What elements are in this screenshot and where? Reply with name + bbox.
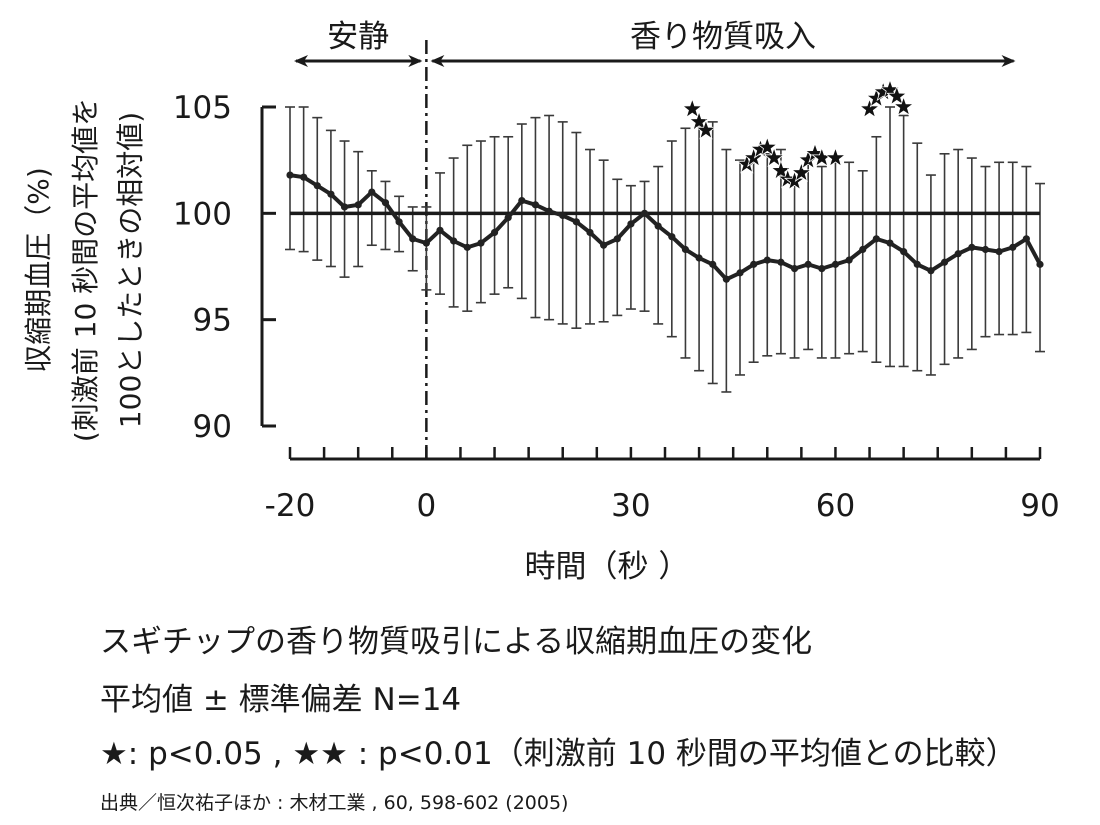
series-point	[354, 201, 362, 209]
x-tick-label: 0	[416, 488, 436, 524]
series-point	[940, 258, 949, 266]
series-point	[681, 245, 690, 254]
systolic-bp-chart: 収縮期血圧（%) (刺激前 10 秒間の平均値を 100としたときの相対値) 安静 香…	[22, 19, 1060, 585]
series-point	[981, 245, 990, 254]
series-point	[450, 237, 458, 245]
series-point	[313, 182, 321, 190]
significance-star	[688, 110, 710, 131]
series-point	[872, 235, 880, 243]
series-point	[436, 226, 444, 234]
series-point	[886, 239, 894, 247]
series-point	[831, 260, 840, 268]
series-point	[900, 248, 908, 256]
series-point	[954, 250, 962, 258]
x-tick-label: -20	[265, 488, 316, 524]
series-point	[504, 213, 512, 222]
series-point	[613, 235, 621, 243]
series-point	[695, 254, 703, 262]
series-point	[790, 265, 799, 273]
y-axis-title-line: 収縮期血圧（%)	[22, 167, 55, 373]
series-point	[286, 171, 294, 179]
series-point	[818, 265, 826, 273]
figure-caption-significance: ★: p<0.05 , ★★ : p<0.01（刺激前 10 秒間の平均値との比…	[100, 736, 1017, 772]
series-point	[395, 218, 403, 226]
series-point	[763, 256, 771, 264]
phase-annotations: 安静 香り物質吸入	[294, 19, 1016, 459]
series-point	[845, 256, 853, 264]
significance-star	[824, 146, 847, 168]
series-point	[859, 245, 867, 254]
y-tick-label: 90	[193, 409, 232, 445]
series-point	[600, 241, 608, 249]
series-point	[640, 209, 649, 217]
significance-star	[756, 136, 778, 157]
series-point	[586, 228, 594, 237]
series-point	[709, 260, 717, 268]
series-point	[777, 258, 785, 266]
significance-star	[695, 119, 717, 140]
significance-star	[742, 146, 765, 168]
phase-label: 香り物質吸入	[630, 19, 816, 55]
y-axis-title: 収縮期血圧（%) (刺激前 10 秒間の平均値を 100としたときの相対値)	[22, 98, 147, 442]
significance-star	[790, 161, 813, 182]
significance-star	[886, 85, 908, 106]
x-tick-label: 90	[1020, 488, 1059, 524]
significance-star	[770, 159, 792, 180]
series-point	[409, 235, 417, 243]
mean-series-line	[289, 173, 1042, 282]
series-point	[722, 275, 730, 283]
figure-caption-source: 出典／恒次祐子ほか : 木材工業 , 60, 598-602 (2005)	[100, 792, 569, 814]
significance-star	[858, 97, 881, 119]
series-point	[804, 260, 812, 268]
y-tick-label: 95	[193, 303, 232, 339]
significance-star	[681, 97, 703, 119]
series-point	[968, 243, 976, 251]
x-tick-label: 60	[816, 488, 855, 524]
series-point	[572, 218, 580, 226]
significance-stars	[681, 78, 915, 191]
series-point	[381, 199, 390, 207]
series-point	[545, 207, 553, 215]
series-point	[340, 203, 349, 211]
series-point	[995, 248, 1003, 256]
series-point	[736, 269, 744, 277]
series-point	[913, 260, 921, 268]
x-tick-label: 30	[611, 488, 650, 524]
series-point	[627, 220, 635, 228]
axes: 90 95 100 105 -20 0 30 60 90	[173, 90, 1060, 524]
mean-series	[286, 171, 1044, 283]
series-point	[300, 173, 308, 181]
series-point	[1036, 260, 1044, 268]
x-axis-title: 時間（秒 ）	[525, 549, 690, 585]
figure-caption-title: スギチップの香り物質吸引による収縮期血圧の変化	[100, 624, 813, 660]
y-tick-label: 100	[173, 196, 232, 232]
series-point	[518, 196, 526, 205]
series-point	[1009, 243, 1017, 251]
y-axis-title-line: 100としたときの相対値)	[114, 112, 147, 428]
significance-star	[892, 95, 915, 117]
error-bars	[285, 106, 1045, 393]
series-point	[668, 233, 676, 241]
series-point	[750, 260, 758, 268]
figure-caption-stats: 平均値 ± 標準偏差 N=14	[100, 682, 462, 718]
series-point	[463, 243, 471, 251]
series-point	[422, 239, 430, 247]
series-point	[1022, 235, 1030, 243]
series-point	[490, 228, 499, 237]
phase-label: 安静	[327, 19, 389, 55]
series-point	[477, 239, 485, 247]
series-point	[531, 201, 540, 209]
series-point	[559, 211, 567, 220]
series-point	[327, 190, 335, 198]
significance-star	[763, 146, 785, 168]
y-axis-title-line: (刺激前 10 秒間の平均値を	[69, 98, 102, 442]
significance-star	[783, 170, 806, 191]
series-point	[654, 222, 662, 230]
y-tick-label: 105	[173, 90, 232, 126]
series-point	[927, 267, 935, 275]
series-point	[368, 188, 376, 196]
